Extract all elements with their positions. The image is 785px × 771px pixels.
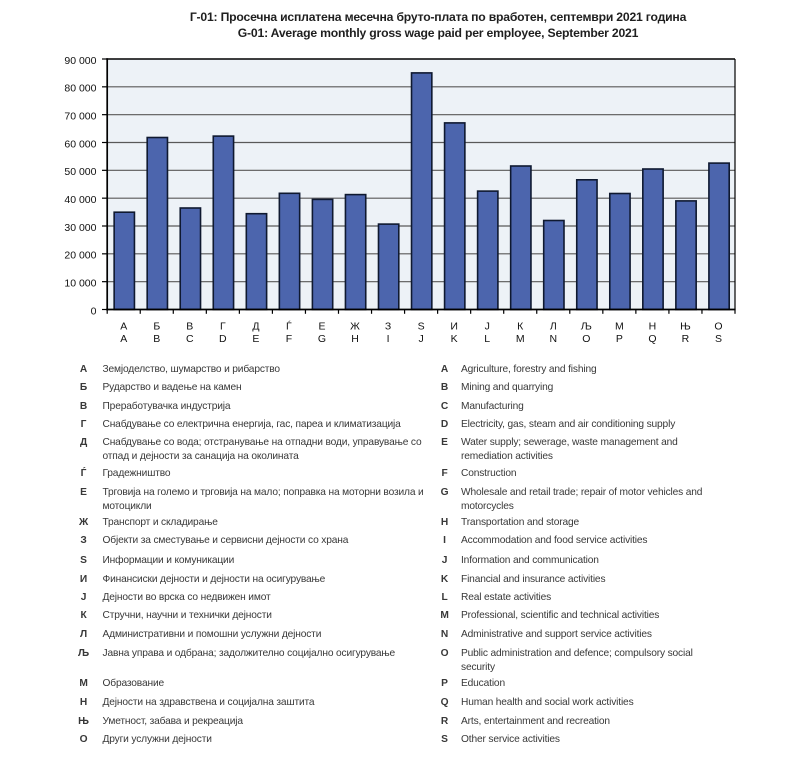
svg-text:И: И bbox=[450, 320, 458, 332]
svg-text:10 000: 10 000 bbox=[64, 278, 96, 290]
svg-text:Њ: Њ bbox=[680, 320, 691, 332]
svg-text:З: З bbox=[385, 320, 391, 332]
svg-text:50 000: 50 000 bbox=[64, 166, 96, 178]
svg-text:40 000: 40 000 bbox=[64, 194, 96, 206]
svg-text:S: S bbox=[418, 320, 425, 332]
svg-text:60 000: 60 000 bbox=[64, 138, 96, 150]
svg-text:70 000: 70 000 bbox=[64, 111, 96, 123]
svg-text:L: L bbox=[484, 333, 490, 345]
svg-text:J: J bbox=[418, 333, 423, 345]
svg-text:А: А bbox=[120, 320, 127, 332]
svg-text:Ј: Ј bbox=[485, 320, 490, 332]
svg-text:Е: Е bbox=[318, 320, 325, 332]
svg-text:F: F bbox=[286, 333, 292, 345]
svg-text:M: M bbox=[516, 333, 525, 345]
svg-text:Љ: Љ bbox=[581, 320, 592, 332]
svg-text:R: R bbox=[682, 333, 690, 345]
svg-text:В: В bbox=[186, 320, 193, 332]
svg-text:P: P bbox=[616, 333, 623, 345]
svg-text:О: О bbox=[714, 320, 722, 332]
svg-text:0: 0 bbox=[91, 305, 97, 317]
svg-text:D: D bbox=[219, 333, 227, 345]
svg-text:I: I bbox=[387, 333, 390, 345]
svg-text:80 000: 80 000 bbox=[64, 83, 96, 95]
svg-text:Q: Q bbox=[648, 333, 656, 345]
svg-text:Ѓ: Ѓ bbox=[286, 319, 292, 332]
svg-text:К: К bbox=[517, 320, 524, 332]
svg-text:20 000: 20 000 bbox=[64, 250, 96, 262]
svg-text:Б: Б bbox=[153, 320, 160, 332]
svg-text:B: B bbox=[153, 333, 160, 345]
svg-text:М: М bbox=[615, 320, 624, 332]
svg-text:30 000: 30 000 bbox=[64, 222, 96, 234]
svg-text:90 000: 90 000 bbox=[64, 55, 96, 67]
svg-text:H: H bbox=[351, 333, 359, 345]
svg-text:Н: Н bbox=[649, 320, 657, 332]
svg-text:E: E bbox=[252, 333, 259, 345]
svg-text:S: S bbox=[715, 333, 722, 345]
svg-text:A: A bbox=[120, 333, 127, 345]
svg-text:Л: Л bbox=[550, 320, 557, 332]
svg-text:N: N bbox=[550, 333, 558, 345]
svg-text:Ж: Ж bbox=[350, 320, 360, 332]
svg-text:C: C bbox=[186, 333, 194, 345]
svg-text:Г: Г bbox=[220, 320, 226, 332]
svg-text:Д: Д bbox=[252, 320, 259, 332]
svg-text:K: K bbox=[451, 333, 458, 345]
svg-text:G: G bbox=[318, 333, 326, 345]
svg-text:O: O bbox=[582, 333, 590, 345]
